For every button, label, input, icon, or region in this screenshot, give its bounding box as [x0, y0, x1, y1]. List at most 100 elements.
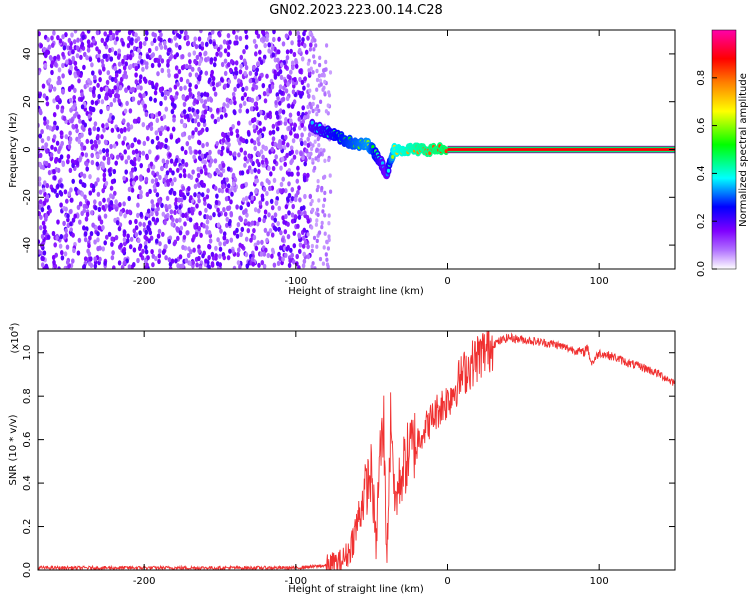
noise-cell — [268, 88, 273, 94]
noise-cell — [90, 62, 94, 68]
noise-cell — [190, 210, 195, 216]
noise-cell — [322, 245, 326, 250]
noise-cell — [226, 51, 231, 58]
noise-cell — [109, 143, 113, 150]
noise-cell — [164, 203, 168, 210]
noise-cell — [61, 73, 65, 79]
noise-cell — [157, 111, 162, 117]
noise-cell — [281, 188, 285, 194]
noise-cell — [195, 262, 199, 268]
noise-cell — [43, 62, 48, 69]
noise-cell — [48, 84, 53, 90]
noise-cell — [122, 201, 126, 207]
noise-cell — [301, 263, 306, 269]
noise-cell — [158, 199, 162, 205]
noise-cell — [174, 258, 178, 264]
noise-cell — [232, 230, 237, 236]
noise-cell — [166, 126, 170, 132]
noise-cell — [327, 213, 331, 218]
noise-cell — [252, 124, 257, 130]
noise-cell — [43, 116, 47, 122]
noise-cell — [260, 260, 265, 266]
noise-cell — [234, 60, 239, 66]
noise-cell — [111, 32, 116, 39]
noise-cell — [239, 231, 243, 238]
noise-cell — [289, 247, 293, 253]
snr-x-ticks: -200 -100 0 100 — [133, 331, 609, 587]
noise-cell — [297, 214, 302, 220]
noise-cell — [255, 158, 260, 164]
noise-cell — [59, 183, 64, 189]
noise-cell — [315, 238, 319, 244]
noise-cell — [295, 149, 299, 155]
spectrogram-x-tick-label: 100 — [590, 276, 609, 287]
noise-cell — [171, 126, 176, 132]
noise-cell — [245, 108, 250, 114]
noise-cell — [188, 59, 192, 65]
noise-cell — [217, 187, 222, 193]
noise-cell — [215, 82, 220, 88]
noise-cell — [284, 117, 288, 123]
noise-cell — [214, 245, 218, 251]
noise-cell — [277, 142, 281, 148]
noise-cell — [252, 228, 256, 234]
noise-cell — [262, 217, 266, 224]
noise-cell — [310, 225, 314, 230]
noise-cell — [117, 61, 122, 67]
noise-cell — [55, 140, 60, 146]
noise-cell — [164, 255, 168, 261]
noise-cell — [306, 113, 310, 120]
noise-cell — [253, 167, 257, 173]
noise-cell — [312, 47, 316, 52]
noise-cell — [74, 186, 78, 192]
noise-cell — [282, 85, 286, 91]
noise-cell — [79, 96, 84, 102]
noise-cell — [277, 251, 281, 257]
noise-cell — [205, 214, 210, 220]
noise-cell — [302, 227, 307, 233]
noise-cell — [283, 229, 288, 235]
noise-cell — [248, 78, 253, 84]
noise-cell — [70, 118, 74, 124]
noise-cell — [99, 86, 104, 92]
noise-cell — [95, 153, 100, 159]
noise-cell — [320, 185, 324, 191]
noise-cell — [89, 231, 94, 237]
noise-cell — [59, 154, 64, 160]
noise-cell — [197, 255, 201, 262]
noise-cell — [293, 196, 298, 203]
noise-cell — [95, 30, 100, 36]
noise-cell — [294, 58, 298, 64]
noise-cell — [122, 237, 127, 243]
noise-cell — [122, 175, 126, 181]
noise-cell — [293, 76, 297, 83]
noise-cell — [160, 125, 164, 131]
noise-cell — [59, 234, 64, 240]
noise-cell — [92, 126, 97, 132]
noise-cell — [194, 231, 199, 237]
noise-cell — [50, 42, 55, 48]
noise-cell — [41, 83, 46, 89]
noise-cell — [45, 194, 50, 200]
noise-cell — [101, 225, 105, 231]
noise-cell — [72, 247, 76, 254]
noise-cell — [127, 195, 131, 202]
noise-cell — [106, 159, 111, 166]
noise-cell — [180, 146, 185, 152]
noise-cell — [179, 85, 183, 92]
noise-cell — [90, 42, 94, 48]
noise-cell — [88, 190, 93, 196]
noise-cell — [316, 179, 320, 184]
noise-cell — [68, 167, 73, 173]
colorbar-tick-label: 0.0 — [696, 261, 707, 277]
noise-cell — [109, 200, 114, 206]
noise-cell — [136, 139, 141, 145]
noise-cell — [123, 135, 127, 142]
noise-cell — [290, 218, 295, 224]
noise-cell — [317, 73, 321, 79]
noise-cell — [124, 159, 129, 165]
noise-cell — [263, 42, 268, 49]
noise-cell — [268, 130, 273, 136]
spectrogram-y-tick-label: 40 — [22, 48, 33, 61]
noise-cell — [303, 115, 307, 121]
